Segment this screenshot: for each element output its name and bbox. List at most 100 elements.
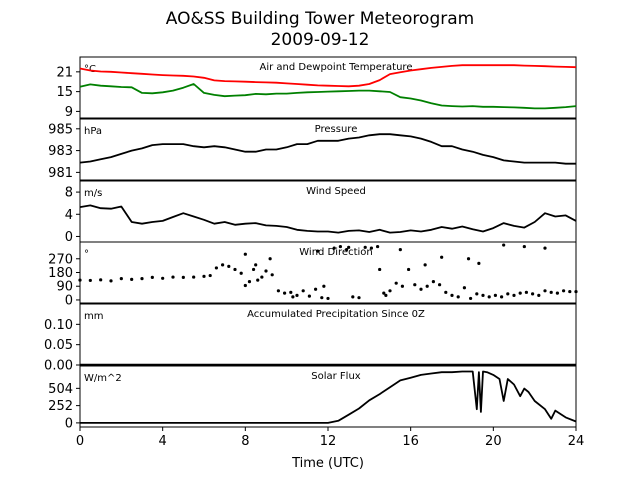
wind-direction-point	[227, 264, 231, 268]
y-tick-label: 8	[65, 186, 73, 201]
panel-frame	[79, 118, 577, 181]
wind-direction-point	[208, 273, 212, 278]
y-tick-label: 4	[65, 208, 73, 223]
wind-direction-point	[161, 276, 165, 280]
wind-direction-point	[357, 296, 361, 300]
x-tick-label: 4	[159, 434, 167, 449]
wind-direction-point	[518, 291, 522, 295]
x-tick-label: 12	[320, 434, 337, 449]
wind-direction-point	[256, 278, 260, 282]
wind-direction-point	[316, 249, 320, 253]
x-tick-label: 16	[402, 434, 419, 449]
wind-direction-point	[314, 287, 318, 291]
panel-5: Accumulated Precipitation Since 0Z mm 0.00…	[44, 303, 577, 374]
y-tick-label: 0.05	[44, 338, 73, 353]
y-tick-label: 180	[48, 266, 73, 281]
y-tick-label: 15	[56, 85, 73, 100]
wind-direction-point	[119, 277, 123, 281]
panel-frame	[79, 56, 577, 119]
wind-direction-point	[295, 293, 299, 297]
wind-direction-point	[363, 245, 367, 249]
wind-direction-point	[419, 287, 423, 291]
wind-direction-point	[543, 289, 547, 293]
wind-direction-point	[214, 266, 218, 270]
wind-direction-point	[440, 255, 444, 259]
wind-direction-point	[438, 283, 442, 287]
wind-direction-point	[537, 293, 541, 297]
wind-direction-point	[444, 290, 448, 294]
wind-direction-point	[301, 289, 305, 293]
wind-direction-point	[291, 295, 295, 299]
series-line-1	[79, 133, 576, 165]
panel-title: Pressure	[315, 124, 358, 135]
wind-direction-point	[388, 289, 392, 293]
panel-title: Wind Direction	[299, 247, 373, 258]
wind-direction-point	[481, 293, 485, 297]
y-tick-label: 985	[48, 122, 73, 137]
panel-1: Air and Dewpoint Temperature °C 9 15 21	[56, 56, 577, 120]
wind-direction-point	[202, 274, 206, 278]
wind-direction-point	[450, 293, 454, 297]
wind-direction-point	[239, 271, 243, 275]
y-tick-label: 983	[48, 144, 73, 159]
panel-unit-label: W/m^2	[84, 373, 122, 384]
x-tick-label: 8	[241, 434, 249, 449]
wind-direction-point	[247, 280, 252, 284]
y-tick-label: 0	[65, 416, 73, 431]
wind-direction-point	[289, 290, 293, 294]
wind-direction-point	[260, 275, 264, 279]
panel-unit-label: m/s	[84, 188, 102, 199]
wind-direction-point	[524, 290, 529, 294]
y-tick-label: 270	[48, 252, 73, 267]
panel-2: Pressure hPa 981 983 985	[48, 118, 577, 181]
wind-direction-point	[378, 267, 382, 272]
panel-3: Wind Speed m/s 0 4 8	[65, 180, 577, 245]
y-tick-label: 981	[48, 166, 73, 181]
wind-direction-point	[384, 293, 388, 297]
wind-direction-point	[512, 293, 516, 297]
wind-direction-point	[568, 289, 572, 294]
wind-direction-point	[369, 246, 373, 250]
panel-unit-label: hPa	[84, 126, 102, 137]
wind-direction-point	[264, 269, 268, 273]
y-tick-label: 21	[56, 65, 73, 80]
wind-direction-point	[268, 257, 272, 261]
wind-direction-point	[477, 261, 481, 265]
panel-unit-label: mm	[84, 311, 103, 322]
wind-direction-point	[109, 279, 113, 283]
wind-direction-point	[502, 243, 506, 247]
panels-group: Air and Dewpoint Temperature °C 9 15 21 Press…	[44, 56, 578, 431]
y-tick-label: 0	[65, 293, 73, 308]
series-line-1	[79, 64, 577, 88]
panel-unit-label: °C	[84, 64, 96, 75]
wind-direction-point	[307, 294, 311, 298]
wind-direction-point	[493, 293, 497, 297]
wind-direction-point	[276, 289, 280, 293]
wind-direction-point	[130, 277, 134, 281]
wind-direction-point	[171, 275, 175, 279]
wind-direction-point	[192, 275, 196, 279]
series-line-1	[79, 204, 577, 234]
wind-direction-point	[78, 278, 82, 282]
series-line-1	[80, 370, 577, 424]
x-axis: 0 4 8 12 16 20 24	[76, 427, 584, 449]
panel-title: Accumulated Precipitation Since 0Z	[247, 309, 425, 320]
y-tick-label: 0.00	[44, 359, 73, 374]
wind-direction-point	[181, 275, 185, 279]
wind-direction-point	[270, 273, 274, 277]
wind-direction-point	[88, 278, 92, 283]
wind-direction-point	[338, 244, 342, 249]
wind-direction-point	[500, 295, 504, 299]
wind-direction-point	[400, 284, 404, 288]
wind-direction-point	[574, 289, 578, 294]
y-tick-label: 0.10	[44, 318, 73, 333]
y-tick-label: 90	[56, 280, 73, 295]
x-tick-label: 24	[568, 434, 585, 449]
wind-direction-point	[322, 284, 326, 288]
y-tick-label: 252	[48, 399, 73, 414]
wind-direction-point	[233, 267, 237, 272]
wind-direction-point	[376, 244, 380, 249]
wind-direction-point	[425, 284, 429, 288]
